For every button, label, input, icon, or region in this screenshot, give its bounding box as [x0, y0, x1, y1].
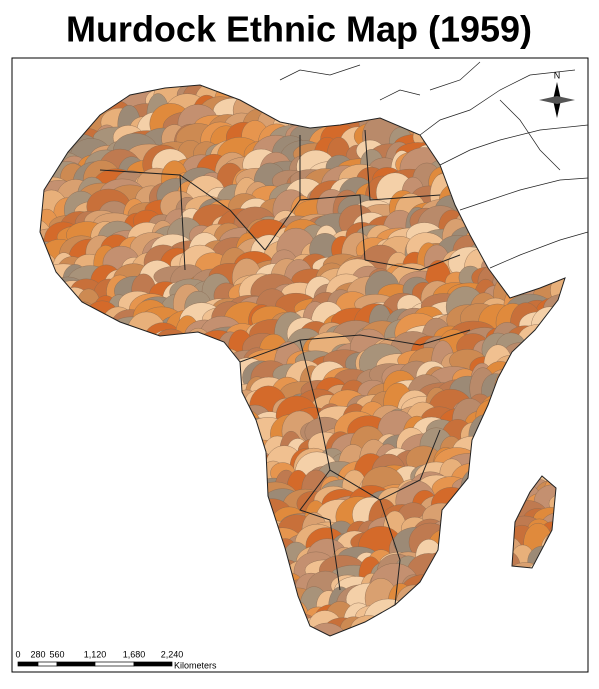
scale-label: 0: [15, 649, 20, 659]
scale-label: 560: [49, 649, 64, 659]
scale-segment: [94, 661, 135, 667]
scale-segment: [37, 661, 58, 667]
north-label: N: [554, 70, 561, 80]
scale-segment: [133, 661, 173, 667]
country-borders: [39, 84, 566, 637]
scale-label: 280: [30, 649, 45, 659]
scale-unit: Kilometers: [174, 660, 217, 670]
neighbor-lines: [279, 61, 589, 269]
neighbor-borders: [279, 61, 589, 269]
border-lines: [99, 129, 471, 606]
north-arrow: N: [539, 70, 575, 118]
map-title: Murdock Ethnic Map (1959): [66, 9, 532, 50]
scale-label: 2,240: [161, 649, 184, 659]
scale-label: 1,680: [123, 649, 146, 659]
arrow-horizontal: [539, 96, 575, 104]
scale-segment: [17, 661, 39, 667]
scale-segment: [56, 661, 96, 667]
scale-label: 1,120: [84, 649, 107, 659]
